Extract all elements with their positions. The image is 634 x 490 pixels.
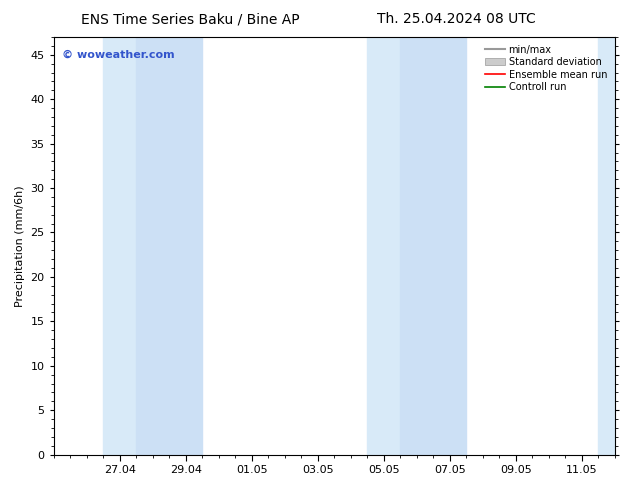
Bar xyxy=(598,37,615,455)
Bar xyxy=(103,37,136,455)
Text: Th. 25.04.2024 08 UTC: Th. 25.04.2024 08 UTC xyxy=(377,12,536,26)
Bar xyxy=(136,37,202,455)
Text: © woweather.com: © woweather.com xyxy=(62,49,175,60)
Legend: min/max, Standard deviation, Ensemble mean run, Controll run: min/max, Standard deviation, Ensemble me… xyxy=(482,42,610,95)
Text: ENS Time Series Baku / Bine AP: ENS Time Series Baku / Bine AP xyxy=(81,12,299,26)
Bar xyxy=(400,37,466,455)
Y-axis label: Precipitation (mm/6h): Precipitation (mm/6h) xyxy=(15,185,25,307)
Bar xyxy=(367,37,400,455)
